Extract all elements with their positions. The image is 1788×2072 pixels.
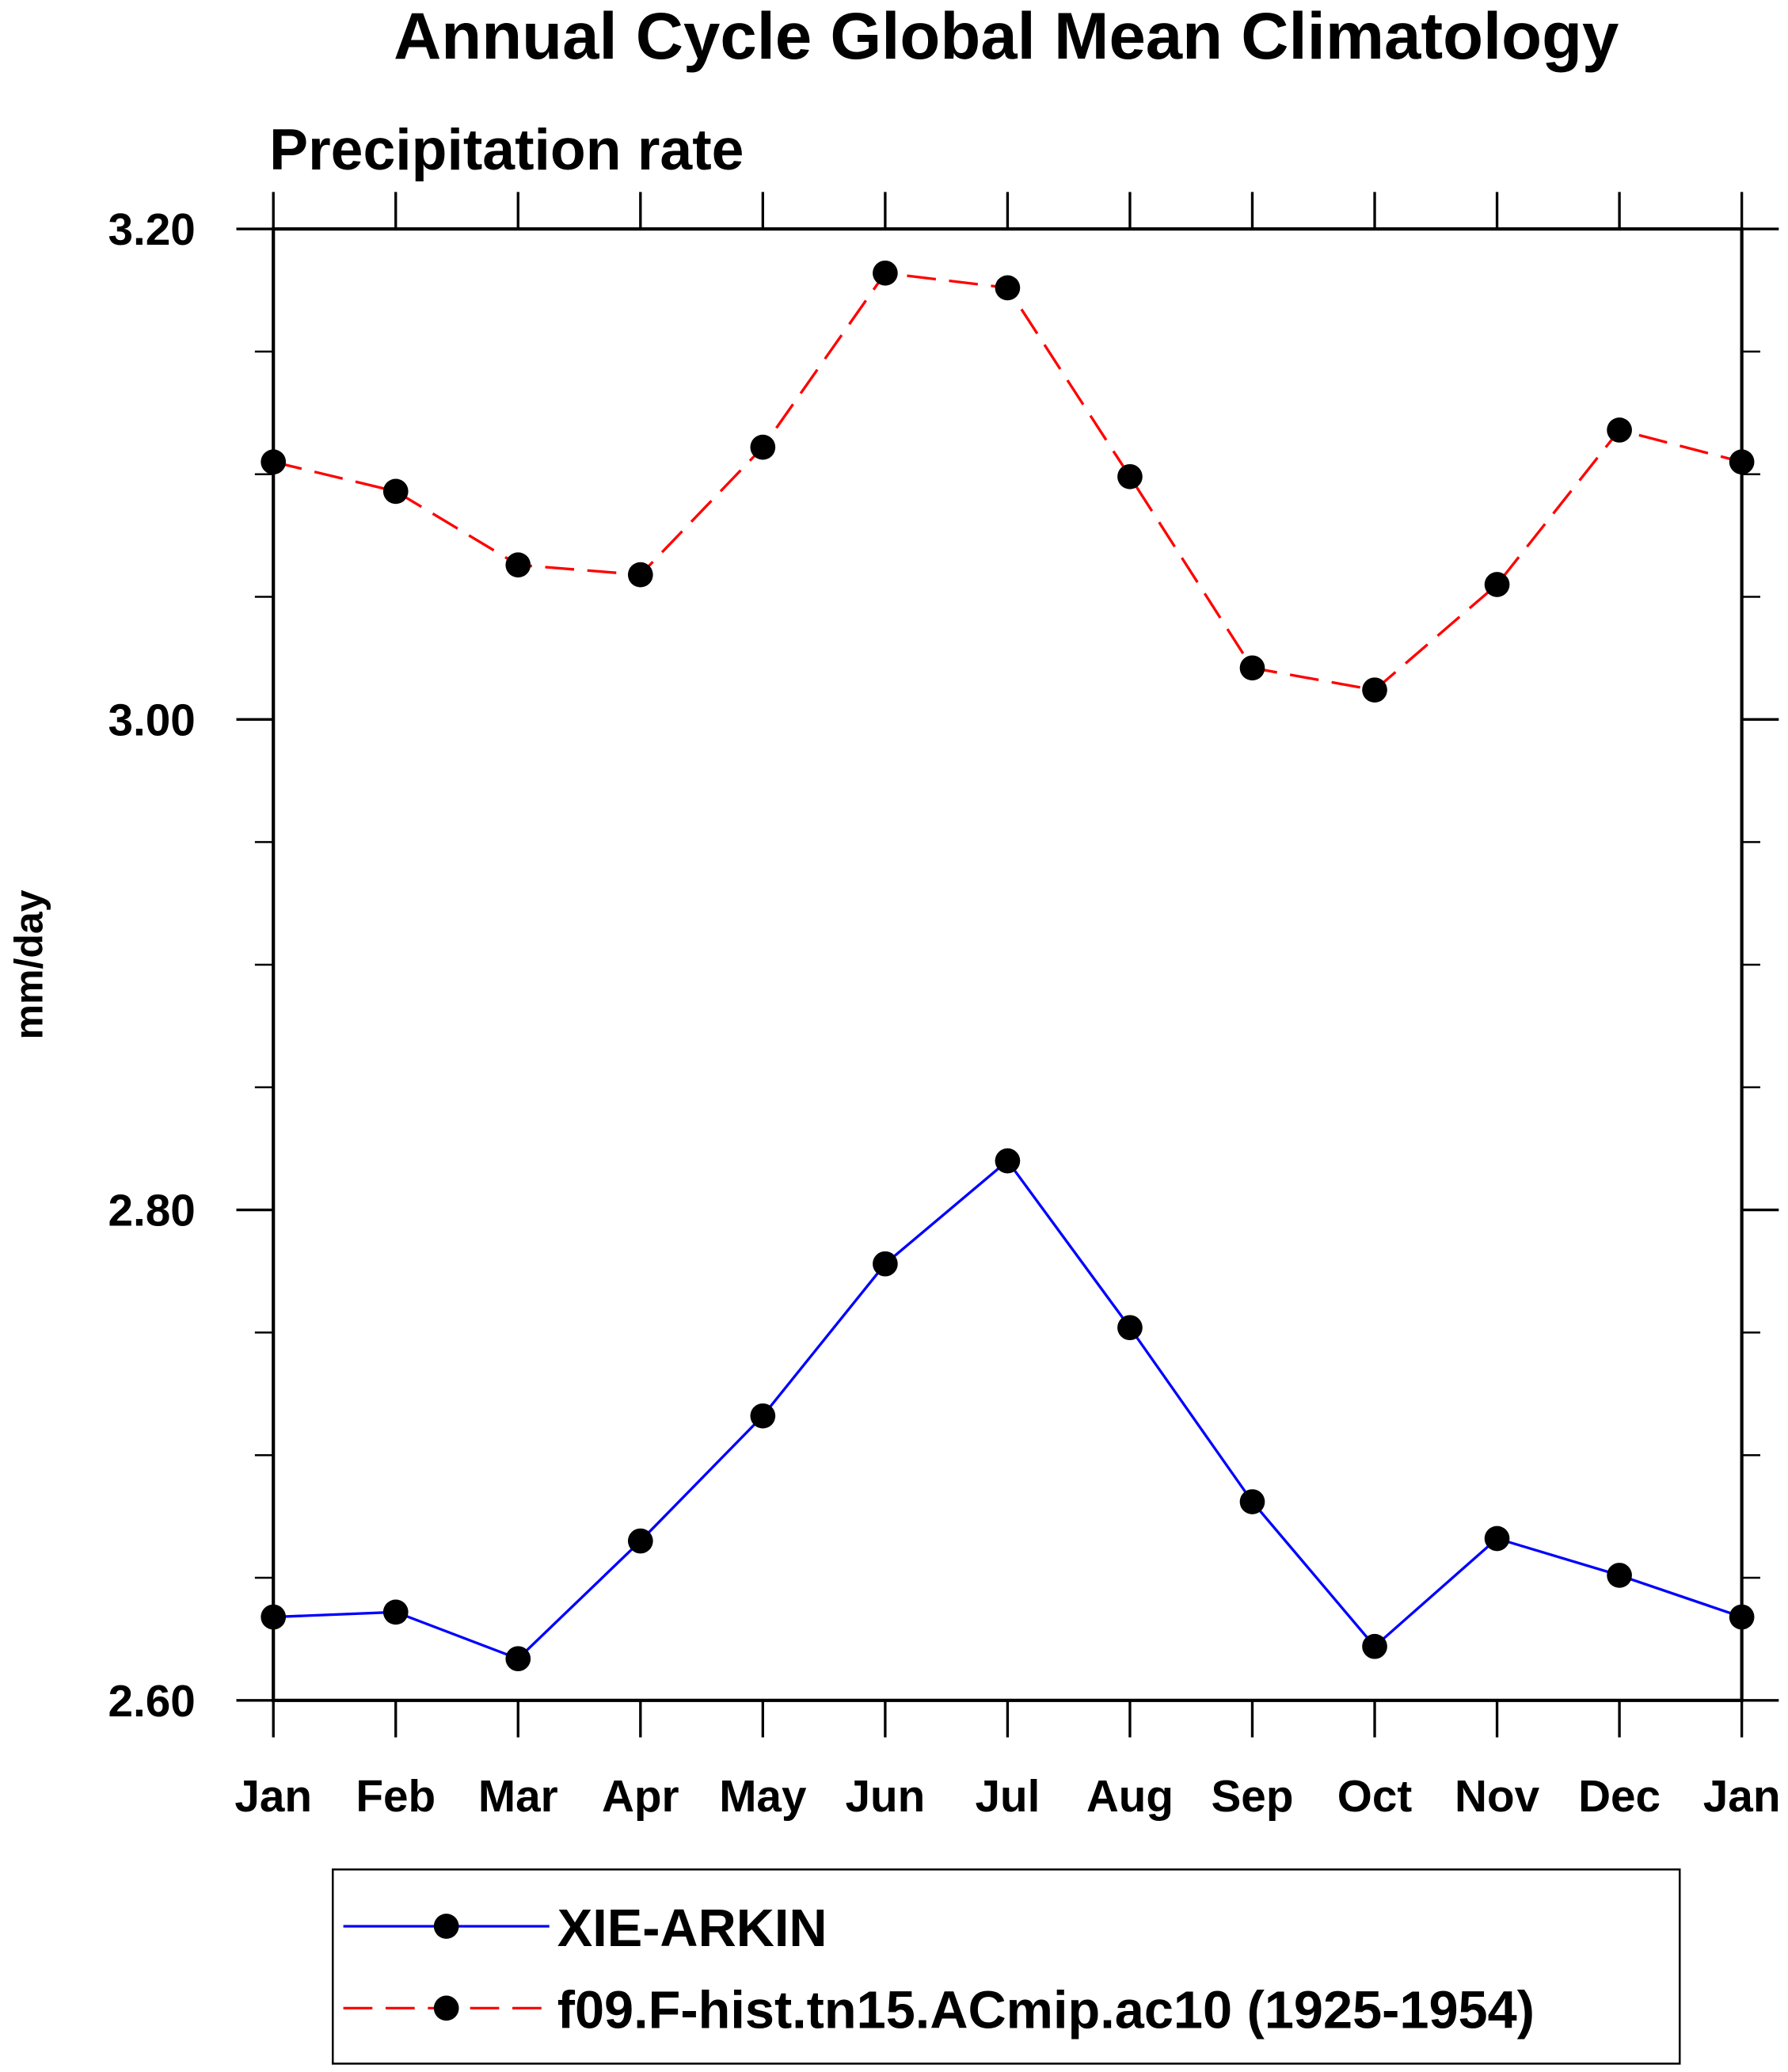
data-point (627, 562, 653, 588)
data-point (1239, 655, 1265, 681)
legend: XIE-ARKIN f09.F-hist.tn15.ACmip.ac10 (192… (331, 1868, 1681, 2065)
y-axis-label: mm/day (6, 889, 51, 1039)
x-tick-label: Oct (1337, 1772, 1413, 1822)
x-tick-label: Jul (975, 1772, 1040, 1822)
x-tick-label: Mar (478, 1772, 558, 1822)
y-tick-label: 2.80 (108, 1186, 195, 1236)
data-point (261, 449, 287, 475)
y-tick-label: 2.60 (108, 1677, 195, 1727)
legend-box (331, 1868, 1681, 2065)
data-point (382, 1599, 409, 1625)
data-point (750, 1403, 776, 1429)
chart-title: Annual Cycle Global Mean Climatology (394, 0, 1619, 73)
data-point (1484, 572, 1510, 597)
series-line-2 (272, 272, 1743, 691)
x-tick-label: Jan (1703, 1772, 1781, 1822)
data-point (1484, 1525, 1510, 1552)
data-point (1729, 449, 1755, 475)
data-point (382, 478, 409, 505)
data-point (873, 1251, 898, 1277)
data-point (873, 260, 898, 286)
data-point (1362, 677, 1387, 703)
data-point (995, 1148, 1021, 1174)
x-tick-label: Jun (845, 1772, 925, 1822)
data-point (1607, 417, 1632, 443)
data-point (505, 1646, 531, 1672)
x-tick-label: Feb (356, 1772, 436, 1822)
x-tick-label: Sep (1212, 1772, 1294, 1822)
data-point (1729, 1604, 1755, 1630)
legend-marker (433, 1995, 459, 2021)
data-point (750, 434, 776, 460)
data-point (995, 275, 1021, 301)
x-tick-label: May (719, 1772, 807, 1822)
data-point (627, 1528, 653, 1554)
data-point (1117, 1315, 1143, 1341)
x-tick-label: Nov (1455, 1772, 1540, 1822)
x-tick-label: Apr (602, 1772, 679, 1822)
x-tick-label: Aug (1086, 1772, 1174, 1822)
x-tick-label: Jan (234, 1772, 312, 1822)
legend-marker (433, 1914, 459, 1939)
x-tick-label: Dec (1578, 1772, 1661, 1822)
data-point (1117, 463, 1143, 489)
chart-subtitle: Precipitation rate (269, 117, 744, 182)
data-point (1607, 1563, 1632, 1588)
data-point (261, 1604, 287, 1630)
plot-frame (272, 227, 1744, 1702)
data-point (505, 552, 531, 578)
data-point (1239, 1489, 1265, 1514)
y-tick-label: 3.00 (108, 695, 195, 745)
legend-label: f09.F-hist.tn15.ACmip.ac10 (1925-1954) (557, 1981, 1535, 2040)
series-line-1 (273, 1159, 1743, 1661)
data-point (1362, 1633, 1387, 1659)
y-tick-label: 3.20 (108, 205, 195, 255)
legend-label: XIE-ARKIN (557, 1899, 827, 1958)
